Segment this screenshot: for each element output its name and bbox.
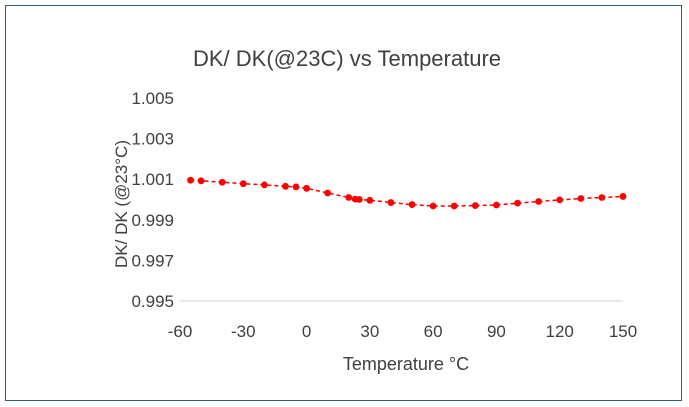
data-point xyxy=(260,181,268,189)
chart-frame: DK/ DK(@23C) vs Temperature DK/ DK (@23°… xyxy=(5,5,682,401)
chart-title: DK/ DK(@23C) vs Temperature xyxy=(193,46,501,71)
data-point xyxy=(471,202,479,209)
y-tick-label: 0.999 xyxy=(131,211,174,230)
data-point xyxy=(187,176,194,184)
data-point xyxy=(450,202,458,210)
data-point xyxy=(408,201,416,208)
data-point xyxy=(387,199,395,206)
x-axis-label: Temperature °C xyxy=(343,354,469,374)
data-point xyxy=(303,184,310,192)
data-point xyxy=(429,202,437,210)
data-point xyxy=(239,180,247,188)
data-point xyxy=(366,196,374,204)
x-tick-label: 30 xyxy=(360,322,379,341)
x-tick-label: 150 xyxy=(609,322,637,341)
y-tick-label: 1.003 xyxy=(131,130,174,149)
data-point xyxy=(282,182,289,190)
data-point xyxy=(218,178,226,186)
y-tick-labels: 1.005 1.003 1.001 0.999 0.997 0.995 xyxy=(131,89,174,311)
y-tick-label: 0.995 xyxy=(131,292,174,311)
data-point xyxy=(493,201,500,209)
y-tick-label: 1.005 xyxy=(131,89,174,108)
data-point xyxy=(577,195,585,202)
data-point xyxy=(197,177,205,185)
x-tick-labels: -60 -30 0 30 60 90 120 150 xyxy=(168,322,637,341)
data-point xyxy=(514,199,521,207)
x-tick-label: 0 xyxy=(302,322,311,341)
chart: DK/ DK(@23C) vs Temperature DK/ DK (@23°… xyxy=(112,46,637,374)
x-tick-label: 60 xyxy=(424,322,443,341)
data-point xyxy=(619,193,627,200)
data-point xyxy=(535,198,543,205)
data-points xyxy=(187,176,627,210)
data-point xyxy=(556,196,564,204)
x-tick-label: 120 xyxy=(546,322,574,341)
data-point xyxy=(324,189,332,197)
x-tick-label: 90 xyxy=(487,322,506,341)
x-tick-label: -30 xyxy=(231,322,256,341)
data-point xyxy=(292,183,300,191)
data-point xyxy=(345,194,353,201)
y-axis-label: DK/ DK (@23°C) xyxy=(112,140,131,268)
x-tick-label: -60 xyxy=(168,322,193,341)
y-tick-label: 1.001 xyxy=(131,170,174,189)
y-tick-label: 0.997 xyxy=(131,251,174,270)
data-point xyxy=(598,194,606,201)
data-point xyxy=(355,196,363,203)
